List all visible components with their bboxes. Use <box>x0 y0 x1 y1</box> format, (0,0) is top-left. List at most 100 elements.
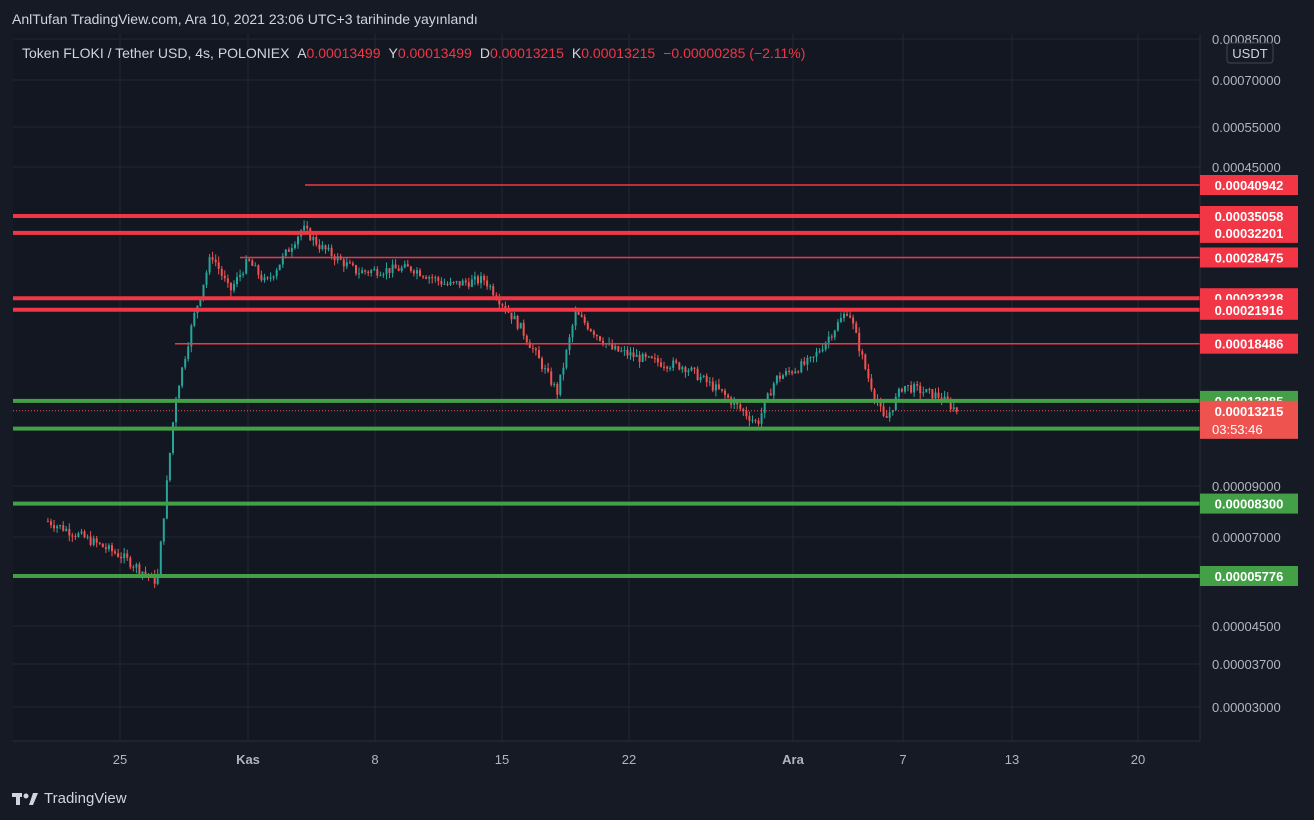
candle-body <box>483 276 486 281</box>
candle-body <box>62 525 65 531</box>
candle-body <box>574 311 577 326</box>
candle-body <box>739 404 742 409</box>
candle-body <box>693 367 696 369</box>
candle-body <box>894 396 897 410</box>
candle-body <box>629 352 632 356</box>
candle-body <box>763 401 766 414</box>
candle-body <box>92 538 95 545</box>
candle-body <box>263 277 266 281</box>
candle-body <box>46 521 49 523</box>
high-label: Y <box>388 45 398 61</box>
candle-body <box>324 245 327 250</box>
low-label: D <box>479 45 490 61</box>
candle-body <box>358 273 360 275</box>
candle-body <box>257 265 260 275</box>
currency-badge[interactable]: USDT <box>1226 42 1274 64</box>
candle-body <box>684 367 687 372</box>
candle-body <box>931 389 934 399</box>
candle-body <box>922 392 925 394</box>
support-label: 0.00005776 <box>1215 569 1284 584</box>
candle-body <box>400 267 403 271</box>
candle-body <box>839 318 842 323</box>
candle-body <box>907 385 909 387</box>
candle-body <box>65 528 68 531</box>
candle-body <box>391 264 394 273</box>
candle-body <box>769 393 772 396</box>
tradingview-logo-icon <box>12 792 38 805</box>
candle-body <box>135 564 138 568</box>
candle-body <box>583 316 586 323</box>
candle-body <box>53 525 55 529</box>
candle-body <box>897 388 900 397</box>
candle-body <box>294 244 296 248</box>
price-axis[interactable]: 0.000850000.000700000.000550000.00045000… <box>1212 32 1281 715</box>
tradingview-brand[interactable]: TradingView <box>12 790 127 807</box>
x-tick-label: 25 <box>113 752 127 767</box>
candle-body <box>647 356 650 358</box>
candle-body <box>702 375 705 377</box>
close-label: K <box>571 45 582 61</box>
candle-body <box>461 280 464 286</box>
candle-body <box>190 325 193 347</box>
candle-body <box>184 359 187 368</box>
candle-body <box>827 336 830 343</box>
resistance-label-bg <box>1200 206 1298 226</box>
candle-body <box>531 347 534 349</box>
candle-body <box>559 374 562 395</box>
candle-body <box>489 286 492 288</box>
candle-body <box>586 322 589 330</box>
symbol-name: Token FLOKI / Tether USD, 4s, POLONIEX <box>22 45 290 61</box>
candle-body <box>193 313 196 326</box>
candle-body <box>126 553 129 558</box>
candle-body <box>760 413 763 424</box>
x-tick-label: 7 <box>899 752 906 767</box>
time-axis[interactable]: 25 Kas 8 15 22 Ara 7 13 20 <box>113 752 1145 767</box>
candle-body <box>345 262 348 267</box>
candle-body <box>501 304 504 306</box>
candle-body <box>284 249 287 256</box>
candle-body <box>434 277 437 279</box>
level-labels: 0.00040942 0.00035058 0.00032201 0.00028475… <box>1200 175 1298 586</box>
brand-name: TradingView <box>44 790 127 807</box>
grid-lines <box>13 34 1200 741</box>
candle-body <box>602 340 604 345</box>
candle-body <box>919 385 922 394</box>
candle-body <box>888 412 891 418</box>
candle-body <box>544 368 547 370</box>
publish-header: AnlTufan TradingView.com, Ara 10, 2021 2… <box>0 0 1314 34</box>
candle-body <box>437 277 440 281</box>
resistance-label-bg <box>1200 333 1298 354</box>
candle-body <box>455 281 458 283</box>
candlestick-chart[interactable]: 0.000850000.000700000.000550000.00045000… <box>0 0 1314 782</box>
candle-body <box>425 277 428 279</box>
candle-body <box>464 280 467 283</box>
candle-body <box>562 367 565 375</box>
x-tick-label: Kas <box>236 752 260 767</box>
candle-body <box>617 346 620 352</box>
candle-body <box>678 362 681 370</box>
candle-body <box>397 268 400 271</box>
candle-body <box>571 325 574 338</box>
candle-body <box>955 407 958 412</box>
candle-body <box>129 557 132 568</box>
x-tick-label: Ara <box>782 752 804 767</box>
candle-body <box>239 274 242 277</box>
candle-body <box>754 420 757 422</box>
candle-body <box>556 383 559 395</box>
y-tick-label: 0.00009000 <box>1212 479 1281 494</box>
candle-body <box>50 521 52 526</box>
candle-body <box>385 268 388 275</box>
candle-body <box>800 361 803 373</box>
candle-body <box>254 265 257 267</box>
candle-body <box>681 367 684 370</box>
candle-body <box>522 322 525 336</box>
candle-body <box>782 375 784 379</box>
currency-label: USDT <box>1232 46 1267 61</box>
candle-body <box>510 312 513 320</box>
candle-body <box>519 322 522 329</box>
candle-body <box>318 244 321 250</box>
plot-area[interactable] <box>13 34 1200 741</box>
candle-body <box>376 269 379 276</box>
candle-body <box>138 564 141 574</box>
candle-body <box>550 371 553 385</box>
